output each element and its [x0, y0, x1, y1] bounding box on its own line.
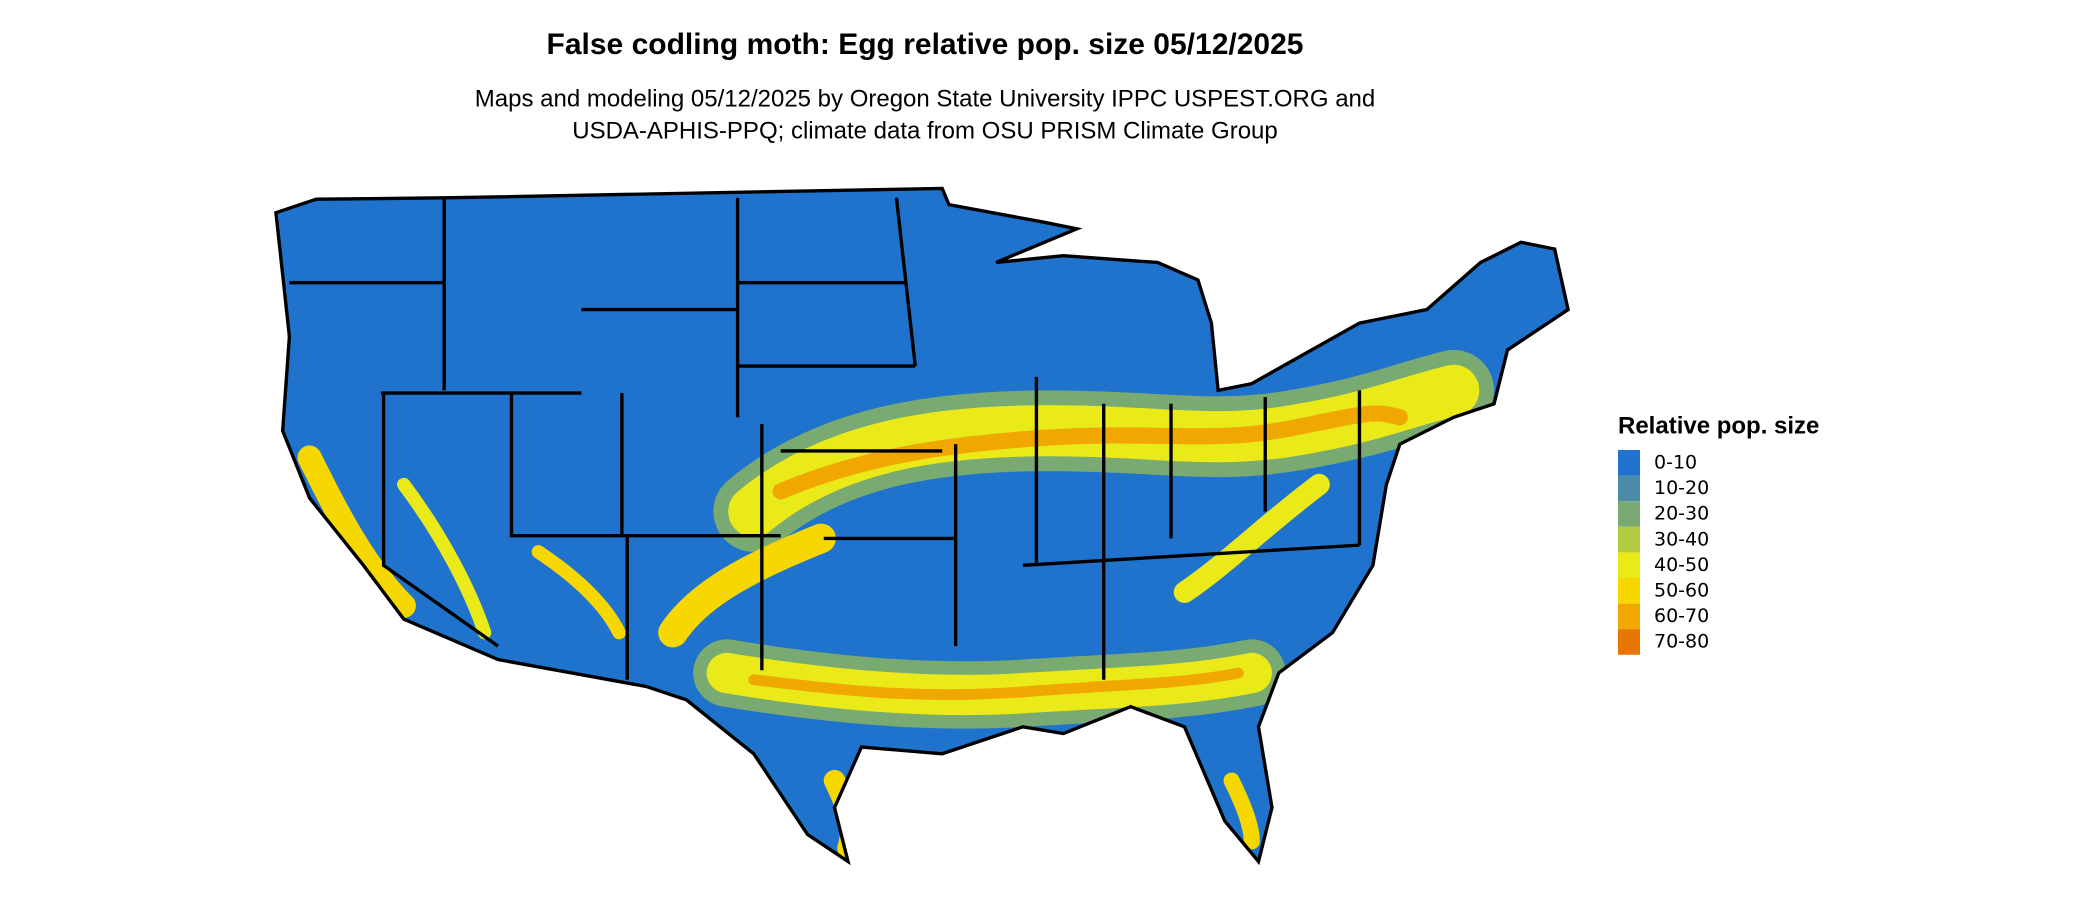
state-borders	[274, 186, 1570, 866]
us-map	[274, 186, 1570, 866]
map-title: False codling moth: Egg relative pop. si…	[547, 28, 1304, 61]
legend-swatch	[1618, 578, 1640, 604]
legend-swatch	[1618, 450, 1640, 476]
legend-label: 20-30	[1654, 503, 1709, 525]
legend-swatch	[1618, 475, 1640, 502]
legend-label: 50-60	[1654, 580, 1709, 602]
legend-swatch	[1618, 526, 1640, 553]
map-base	[275, 188, 1569, 862]
legend-label: 30-40	[1654, 528, 1709, 550]
legend-swatch	[1618, 552, 1640, 578]
legend-label: 70-80	[1654, 631, 1709, 653]
legend-swatch	[1618, 603, 1640, 630]
map-subtitle: Maps and modeling 05/12/2025 by Oregon S…	[475, 85, 1375, 112]
legend: 0-10 10-20 20-30 30-40 40-50 50-60 60-70 70-80	[1618, 450, 1709, 655]
map-subtitle: USDA-APHIS-PPQ; climate data from OSU PR…	[572, 117, 1278, 144]
legend-title: Relative pop. size	[1618, 412, 1819, 439]
legend-label: 10-20	[1654, 477, 1709, 499]
legend-swatch	[1618, 501, 1640, 527]
legend-swatch	[1618, 629, 1640, 655]
legend-label: 40-50	[1654, 554, 1709, 576]
legend-label: 0-10	[1654, 452, 1697, 474]
legend-label: 60-70	[1654, 605, 1709, 627]
